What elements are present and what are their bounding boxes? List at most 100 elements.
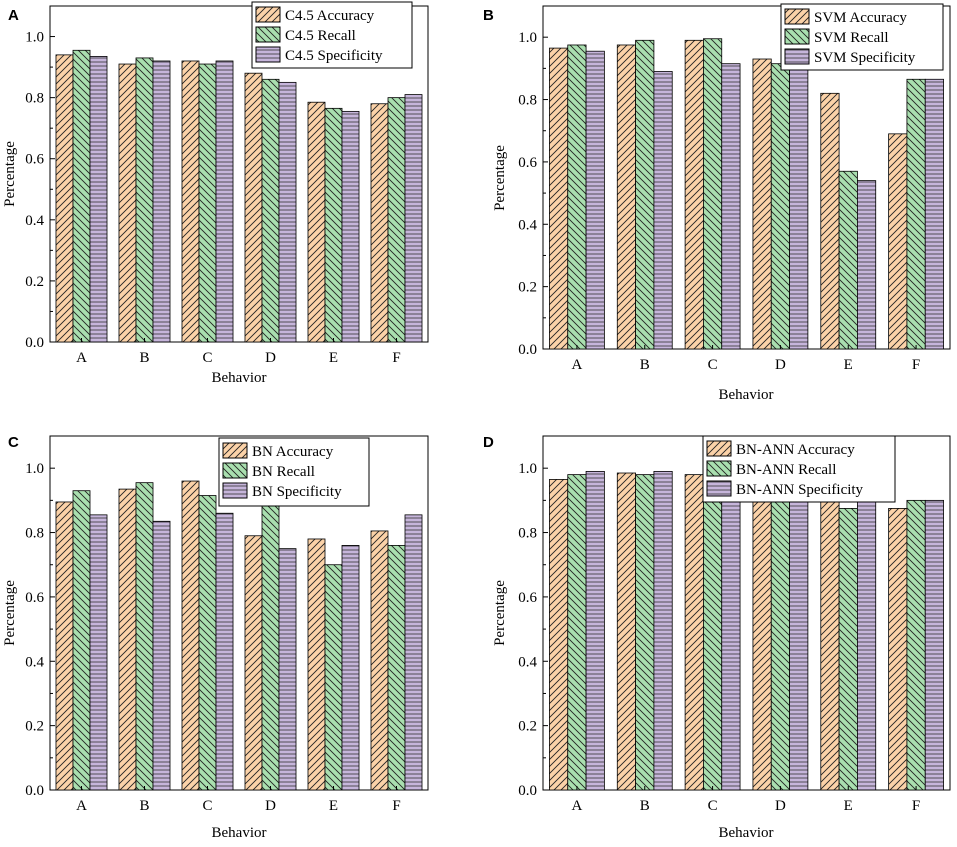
- x-axis-label: Behavior: [719, 825, 774, 841]
- x-tick-label: C: [202, 350, 212, 366]
- bar-specificity-f: [924, 499, 944, 791]
- legend-label: C4.5 Specificity: [285, 48, 383, 64]
- bar-recall-e: [324, 564, 343, 791]
- y-tick-label: 0.8: [25, 91, 44, 107]
- x-tick-label: C: [708, 798, 718, 814]
- y-tick-label: 0.0: [518, 342, 537, 358]
- chart-panel-b: B 0.0 0.2 0.4 0.6 0.8 1.0 A B C D E F Behavior Per…: [483, 3, 951, 403]
- y-tick-label: 0.8: [518, 526, 537, 542]
- plot-frame: [49, 5, 429, 343]
- bar-accuracy-c: [181, 480, 200, 791]
- bar-accuracy-b: [616, 472, 637, 791]
- bar-recall-b: [635, 39, 655, 350]
- x-tick-label: C: [202, 798, 212, 814]
- bar-accuracy-b: [118, 63, 137, 343]
- y-tick-label: 0.4: [25, 654, 44, 670]
- legend: BN-ANN Accuracy BN-ANN Recall BN-ANN Spe…: [702, 435, 896, 503]
- legend-entry: BN Specificity: [222, 482, 342, 500]
- panel-letter: C: [8, 434, 19, 451]
- legend-label: C4.5 Accuracy: [285, 8, 375, 24]
- x-tick-label: A: [76, 350, 87, 366]
- legend-label: BN-ANN Specificity: [736, 482, 864, 498]
- x-tick-label: F: [912, 798, 920, 814]
- y-tick-label: 0.4: [518, 654, 537, 670]
- bar-recall-e: [324, 107, 343, 343]
- bar-accuracy-e: [820, 92, 840, 350]
- y-tick-label: 0.2: [25, 719, 44, 735]
- legend-entry: C4.5 Recall: [255, 26, 356, 44]
- bar-recall-a: [567, 474, 587, 791]
- y-axis: 0.0 0.2 0.4 0.6 0.8 1.0: [518, 461, 548, 799]
- y-tick-label: 1.0: [518, 461, 537, 477]
- plot-frame: [542, 5, 951, 350]
- y-tick-label: 0.0: [25, 335, 44, 351]
- legend-entry: C4.5 Accuracy: [255, 6, 375, 24]
- x-tick-label: D: [775, 357, 786, 373]
- legend-swatch-specificity: [255, 46, 281, 63]
- bar-accuracy-d: [244, 72, 263, 343]
- y-tick-label: 0.4: [25, 213, 44, 229]
- legend-label: BN Accuracy: [252, 444, 334, 460]
- bar-specificity-b: [152, 520, 171, 791]
- bar-group: [549, 38, 944, 350]
- bar-specificity-c: [215, 60, 234, 343]
- bar-specificity-e: [857, 180, 877, 350]
- bar-specificity-f: [404, 514, 423, 791]
- x-tick-label: A: [76, 798, 87, 814]
- x-tick-label: D: [265, 350, 276, 366]
- bar-specificity-e: [341, 545, 360, 791]
- bar-specificity-e: [341, 110, 360, 343]
- legend-entry: BN-ANN Specificity: [706, 480, 864, 498]
- legend-swatch-accuracy: [784, 8, 810, 25]
- y-tick-label: 1.0: [25, 461, 44, 477]
- y-axis-label: Percentage: [2, 580, 18, 646]
- bar-specificity-c: [721, 470, 741, 791]
- x-tick-label: F: [912, 357, 920, 373]
- y-axis-label: Percentage: [492, 145, 508, 211]
- bar-accuracy-f: [888, 508, 908, 791]
- x-tick-label: F: [392, 350, 400, 366]
- bar-accuracy-d: [244, 535, 263, 791]
- legend-entry: BN-ANN Recall: [706, 460, 836, 478]
- bar-accuracy-a: [55, 54, 74, 343]
- bar-accuracy-f: [888, 133, 908, 350]
- y-tick-label: 1.0: [518, 30, 537, 46]
- bar-specificity-b: [653, 470, 673, 791]
- bar-specificity-d: [278, 548, 297, 791]
- bar-accuracy-f: [370, 103, 389, 343]
- legend-swatch-accuracy: [706, 440, 732, 457]
- bar-accuracy-b: [616, 44, 637, 350]
- bar-accuracy-c: [181, 60, 200, 343]
- x-tick-label: B: [640, 357, 650, 373]
- y-tick-label: 0.2: [518, 280, 537, 296]
- legend-entry: BN-ANN Accuracy: [706, 440, 855, 458]
- bar-specificity-a: [89, 56, 108, 343]
- bar-recall-d: [261, 485, 280, 791]
- x-tick-label: E: [844, 357, 853, 373]
- bar-accuracy-a: [549, 47, 569, 350]
- bar-recall-a: [72, 490, 91, 791]
- y-tick-label: 0.6: [518, 155, 537, 171]
- x-tick-label: B: [139, 350, 149, 366]
- bar-recall-b: [135, 57, 154, 343]
- legend-swatch-accuracy: [255, 6, 281, 23]
- bar-recall-d: [261, 78, 280, 343]
- legend: SVM Accuracy SVM Recall SVM Specificity: [780, 3, 944, 71]
- bar-accuracy-c: [684, 474, 704, 791]
- bar-accuracy-e: [820, 498, 840, 791]
- legend-label: BN-ANN Recall: [736, 462, 836, 478]
- bar-recall-b: [635, 474, 655, 791]
- legend-entry: BN Recall: [222, 462, 315, 480]
- bar-recall-e: [838, 170, 858, 350]
- legend-swatch-specificity: [222, 482, 248, 499]
- y-axis: 0.0 0.2 0.4 0.6 0.8 1.0: [25, 461, 55, 799]
- y-axis: 0.0 0.2 0.4 0.6 0.8 1.0: [25, 30, 55, 351]
- y-axis-label: Percentage: [2, 141, 18, 207]
- bar-specificity-a: [585, 50, 605, 350]
- y-tick-label: 1.0: [25, 30, 44, 46]
- x-tick-label: E: [329, 350, 338, 366]
- bar-recall-c: [703, 38, 723, 350]
- bar-specificity-c: [721, 63, 741, 350]
- bar-specificity-a: [89, 514, 108, 791]
